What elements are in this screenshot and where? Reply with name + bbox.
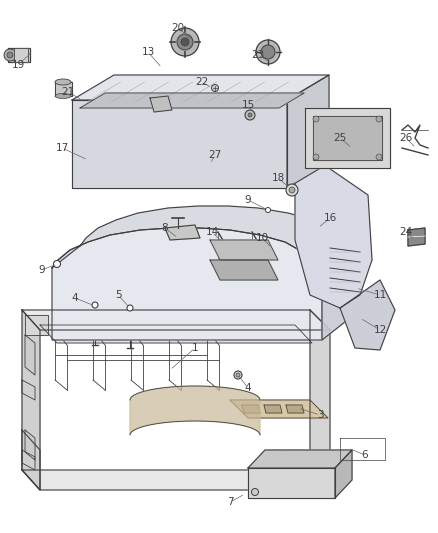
Polygon shape	[8, 48, 30, 62]
Text: 25: 25	[333, 133, 346, 143]
Text: 20: 20	[171, 23, 184, 33]
Text: 1: 1	[192, 343, 198, 353]
Polygon shape	[248, 450, 352, 468]
Circle shape	[127, 305, 133, 311]
Text: 21: 21	[61, 87, 74, 97]
Circle shape	[181, 38, 189, 46]
Text: 27: 27	[208, 150, 222, 160]
Polygon shape	[25, 335, 35, 375]
Text: 3: 3	[317, 410, 323, 420]
Text: 6: 6	[362, 450, 368, 460]
Text: 23: 23	[251, 50, 265, 60]
Circle shape	[234, 371, 242, 379]
Text: 8: 8	[162, 223, 168, 233]
Polygon shape	[248, 468, 335, 498]
Text: 5: 5	[115, 290, 121, 300]
Circle shape	[53, 261, 60, 268]
Polygon shape	[22, 380, 35, 400]
Polygon shape	[40, 325, 312, 343]
Circle shape	[7, 52, 13, 58]
Polygon shape	[14, 48, 28, 62]
Circle shape	[4, 49, 16, 61]
Polygon shape	[210, 260, 278, 280]
Circle shape	[289, 187, 295, 193]
Polygon shape	[72, 75, 329, 100]
Polygon shape	[210, 240, 278, 260]
Polygon shape	[287, 75, 329, 188]
Text: 24: 24	[399, 227, 413, 237]
Circle shape	[265, 207, 271, 213]
Polygon shape	[310, 310, 330, 490]
Polygon shape	[52, 206, 350, 280]
Polygon shape	[322, 258, 350, 340]
Polygon shape	[340, 280, 395, 350]
Polygon shape	[335, 450, 352, 498]
Circle shape	[177, 34, 193, 50]
Ellipse shape	[55, 79, 71, 85]
Polygon shape	[72, 100, 287, 188]
Text: 4: 4	[72, 293, 78, 303]
Text: 22: 22	[195, 77, 208, 87]
Circle shape	[286, 184, 298, 196]
Circle shape	[256, 40, 280, 64]
Polygon shape	[22, 430, 40, 490]
Text: 9: 9	[39, 265, 45, 275]
Text: 15: 15	[241, 100, 254, 110]
Text: 26: 26	[399, 133, 413, 143]
Polygon shape	[22, 310, 40, 490]
Polygon shape	[150, 96, 172, 112]
Polygon shape	[408, 228, 425, 246]
Circle shape	[313, 154, 319, 160]
Text: 19: 19	[11, 60, 25, 70]
Circle shape	[376, 116, 382, 122]
Circle shape	[92, 302, 98, 308]
Text: 17: 17	[55, 143, 69, 153]
Text: 12: 12	[373, 325, 387, 335]
Text: 4: 4	[245, 383, 251, 393]
Ellipse shape	[55, 93, 71, 99]
Text: 11: 11	[373, 290, 387, 300]
Text: 16: 16	[323, 213, 337, 223]
Text: 13: 13	[141, 47, 155, 57]
Circle shape	[248, 113, 252, 117]
Polygon shape	[22, 310, 330, 330]
Polygon shape	[230, 400, 328, 418]
Polygon shape	[313, 116, 382, 160]
Polygon shape	[25, 315, 48, 335]
Text: 9: 9	[245, 195, 251, 205]
Polygon shape	[305, 108, 390, 168]
Circle shape	[245, 110, 255, 120]
Polygon shape	[52, 228, 322, 340]
Text: 10: 10	[255, 233, 268, 243]
Circle shape	[236, 373, 240, 377]
Polygon shape	[165, 225, 200, 240]
Circle shape	[261, 45, 275, 59]
Polygon shape	[286, 405, 304, 413]
Circle shape	[251, 489, 258, 496]
Polygon shape	[80, 93, 304, 108]
Polygon shape	[55, 82, 72, 96]
Polygon shape	[22, 470, 330, 490]
Circle shape	[376, 154, 382, 160]
Polygon shape	[22, 450, 35, 470]
Polygon shape	[130, 386, 260, 435]
Circle shape	[212, 85, 219, 92]
Polygon shape	[264, 405, 282, 413]
Polygon shape	[295, 162, 372, 308]
Text: 7: 7	[227, 497, 233, 507]
Circle shape	[171, 28, 199, 56]
Polygon shape	[25, 430, 35, 460]
Text: 18: 18	[272, 173, 285, 183]
Text: 14: 14	[205, 227, 219, 237]
Circle shape	[313, 116, 319, 122]
Polygon shape	[242, 405, 260, 413]
